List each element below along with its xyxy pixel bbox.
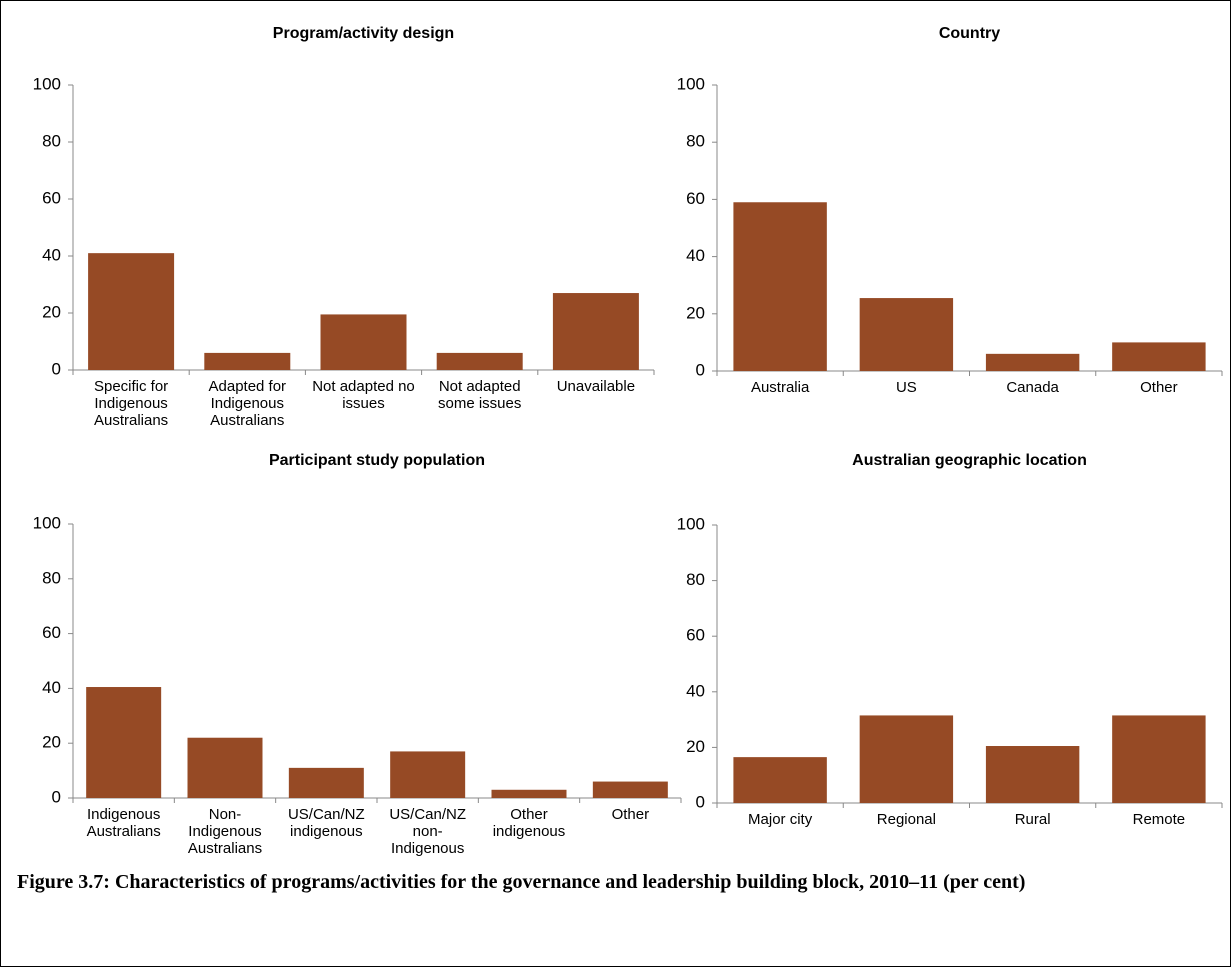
x-tick-label: US/Can/NZ non-Indigenous bbox=[389, 806, 466, 857]
bar bbox=[985, 353, 1080, 371]
y-tick-label: 20 bbox=[686, 303, 705, 322]
chart-title: Program/activity design bbox=[273, 25, 454, 42]
bar bbox=[288, 767, 364, 798]
y-tick-label: 60 bbox=[42, 623, 61, 642]
y-tick-label: 100 bbox=[33, 513, 61, 532]
bar bbox=[187, 737, 263, 798]
chart-title: Australian geographic location bbox=[852, 452, 1087, 469]
x-tick-label: Canada bbox=[1006, 379, 1059, 396]
bar bbox=[859, 715, 954, 803]
x-tick-label: Regional bbox=[876, 811, 936, 828]
x-tick-label: Remote bbox=[1132, 811, 1186, 828]
bar bbox=[320, 314, 407, 370]
y-tick-label: 100 bbox=[677, 74, 705, 93]
y-tick-label: 0 bbox=[52, 359, 61, 378]
x-tick-label: Non-Indigenous Australians bbox=[187, 806, 263, 857]
bar bbox=[86, 687, 162, 798]
y-tick-label: 40 bbox=[686, 246, 705, 265]
bar bbox=[436, 352, 523, 370]
bar bbox=[733, 757, 827, 803]
x-tick-label: Unavailable bbox=[556, 378, 636, 395]
x-tick-label: Indigenous Australians bbox=[86, 806, 161, 840]
y-tick-label: 0 bbox=[52, 787, 61, 806]
x-tick-label: Not adapted some issues bbox=[438, 378, 522, 412]
y-tick-label: 40 bbox=[686, 681, 705, 700]
chart-title: Participant study population bbox=[269, 452, 485, 469]
x-tick-label: Other bbox=[1140, 379, 1178, 396]
x-tick-label: Australia bbox=[750, 379, 810, 396]
x-tick-label: Not adapted no issues bbox=[312, 378, 415, 412]
y-tick-label: 80 bbox=[42, 131, 61, 150]
y-tick-label: 80 bbox=[686, 132, 705, 151]
x-tick-label: Rural bbox=[1014, 811, 1051, 828]
x-tick-label: Specific for Indigenous Australians bbox=[93, 378, 169, 429]
y-tick-label: 0 bbox=[696, 792, 705, 811]
chart-title: Country bbox=[939, 25, 1000, 42]
bar bbox=[552, 293, 639, 370]
bar bbox=[1112, 342, 1206, 371]
bar bbox=[592, 781, 668, 798]
bar bbox=[859, 298, 954, 371]
bar bbox=[88, 253, 175, 370]
y-tick-label: 80 bbox=[686, 570, 705, 589]
y-tick-label: 80 bbox=[42, 568, 61, 587]
y-tick-label: 100 bbox=[677, 514, 705, 533]
y-tick-label: 60 bbox=[686, 626, 705, 645]
y-tick-label: 20 bbox=[42, 733, 61, 752]
y-tick-label: 20 bbox=[42, 302, 61, 321]
bar bbox=[985, 746, 1080, 803]
y-tick-label: 40 bbox=[42, 245, 61, 264]
x-tick-label: Adapted for Indigenous Australians bbox=[208, 378, 287, 429]
y-tick-label: 100 bbox=[33, 74, 61, 93]
y-tick-label: 40 bbox=[42, 678, 61, 697]
x-tick-label: Other indigenous bbox=[492, 806, 566, 840]
bar bbox=[390, 751, 466, 798]
bar bbox=[733, 202, 827, 371]
y-tick-label: 20 bbox=[686, 737, 705, 756]
x-tick-label: US bbox=[895, 379, 917, 396]
x-tick-label: Major city bbox=[748, 811, 813, 828]
x-tick-label: US/Can/NZ indigenous bbox=[287, 806, 365, 840]
y-tick-label: 60 bbox=[686, 189, 705, 208]
bar bbox=[491, 789, 567, 798]
y-tick-label: 60 bbox=[42, 188, 61, 207]
y-tick-label: 0 bbox=[696, 360, 705, 379]
bar bbox=[1112, 715, 1206, 803]
x-tick-label: Other bbox=[611, 806, 650, 823]
bar bbox=[204, 352, 291, 370]
figure-caption: Figure 3.7: Characteristics of programs/… bbox=[17, 871, 1026, 893]
